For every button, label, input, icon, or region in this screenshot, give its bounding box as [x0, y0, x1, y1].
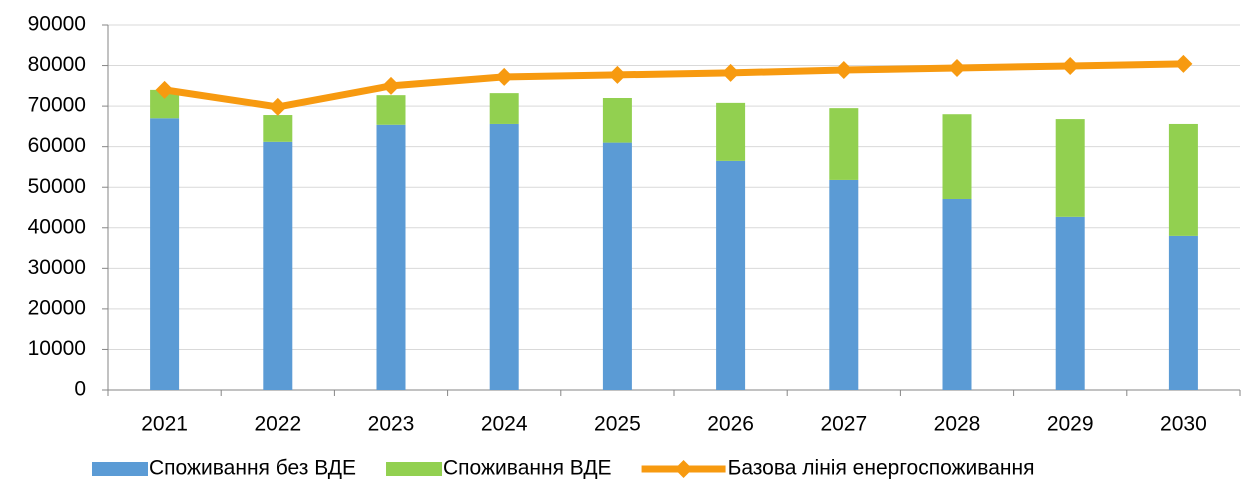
y-tick-label: 50000 [28, 175, 86, 198]
legend-label: Базова лінія енергоспоживання [728, 457, 1035, 480]
y-tick-label: 20000 [28, 296, 86, 319]
y-tick-label: 80000 [28, 53, 86, 76]
legend-label: Споживання без ВДЕ [149, 457, 356, 480]
x-tick-label: 2022 [254, 413, 301, 436]
marker [721, 63, 740, 82]
x-tick-label: 2021 [141, 413, 188, 436]
x-tick-label: 2025 [594, 413, 641, 436]
bar [829, 108, 859, 180]
marker [268, 97, 287, 116]
bar [716, 160, 746, 390]
y-tick-label: 10000 [28, 337, 86, 360]
legend-swatch [386, 462, 443, 476]
marker [382, 76, 400, 95]
bar [1055, 216, 1085, 390]
bar [376, 95, 406, 125]
bar [942, 114, 972, 199]
bar [829, 179, 859, 390]
marker [834, 61, 853, 80]
x-tick-label: 2024 [481, 413, 528, 436]
marker [495, 67, 514, 86]
marker [1061, 56, 1080, 75]
x-tick-label: 2029 [1047, 413, 1094, 436]
marker [608, 65, 627, 84]
x-tick-label: 2027 [820, 413, 867, 436]
legend-swatch [92, 462, 148, 476]
y-tick-label: 60000 [28, 134, 86, 157]
bar [602, 142, 632, 390]
y-tick-label: 0 [74, 378, 86, 401]
y-tick-label: 30000 [28, 256, 86, 279]
legend-marker [674, 460, 693, 478]
bar [150, 118, 180, 391]
bar [376, 124, 406, 391]
marker [948, 58, 966, 77]
y-tick-label: 90000 [28, 13, 86, 36]
bar [489, 93, 519, 124]
y-tick-label: 40000 [28, 215, 86, 238]
bar [1168, 123, 1198, 236]
legend-label: Споживання ВДЕ [443, 457, 612, 480]
bar [942, 198, 972, 390]
marker [155, 80, 174, 99]
bar [263, 115, 293, 142]
marker [1174, 54, 1193, 73]
x-tick-label: 2026 [707, 413, 754, 436]
x-tick-label: 2028 [934, 413, 981, 436]
x-tick-label: 2030 [1160, 413, 1207, 436]
bar [1168, 235, 1198, 390]
line [164, 60, 1184, 111]
y-tick-label: 70000 [28, 94, 86, 117]
bar [602, 98, 632, 143]
x-tick-label: 2023 [368, 413, 415, 436]
bar [489, 123, 519, 390]
bar [1055, 119, 1085, 217]
bar [263, 141, 293, 390]
bar [716, 102, 746, 161]
